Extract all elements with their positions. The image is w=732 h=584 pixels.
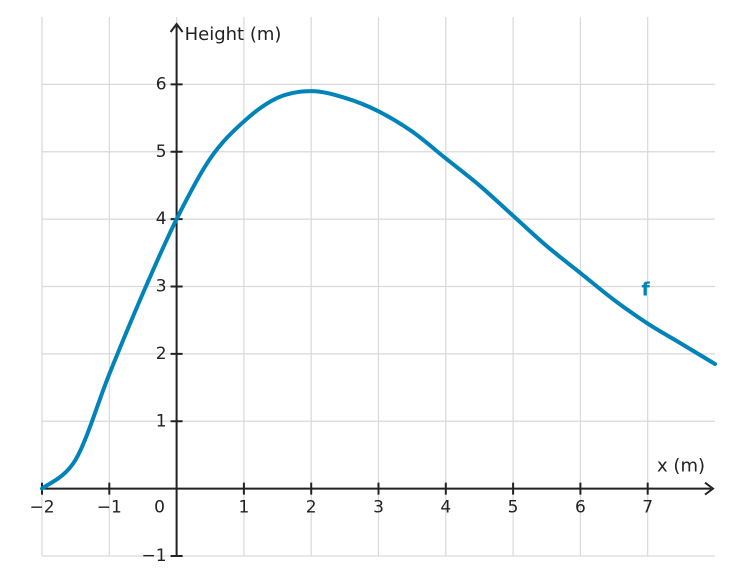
x-tick-label: 5 <box>508 498 519 518</box>
y-tick-label: −1 <box>142 546 167 566</box>
y-tick-label: 1 <box>156 411 167 431</box>
y-tick-label: 2 <box>156 344 167 364</box>
y-arrow <box>169 22 184 33</box>
x-tick-label: −1 <box>97 498 122 518</box>
x-tick-label: 1 <box>238 498 249 518</box>
x-tick-label: 6 <box>575 498 586 518</box>
x-tick-label: 2 <box>306 498 317 518</box>
x-tick-label: 4 <box>440 498 451 518</box>
x-tick-label: −2 <box>29 498 54 518</box>
y-tick-label: 6 <box>156 74 167 94</box>
x-tick-label: 3 <box>373 498 384 518</box>
x-arrow <box>704 481 715 496</box>
x-tick-label: 0 <box>154 498 165 518</box>
y-tick-label: 4 <box>156 209 167 229</box>
y-tick-label: 5 <box>156 142 167 162</box>
y-tick-label: 3 <box>156 277 167 297</box>
y-axis-label: Height (m) <box>185 24 282 45</box>
curve <box>40 89 717 491</box>
x-tick-label: 7 <box>642 498 653 518</box>
x-axis-label: x (m) <box>657 456 705 477</box>
legend-label: f <box>642 278 651 300</box>
